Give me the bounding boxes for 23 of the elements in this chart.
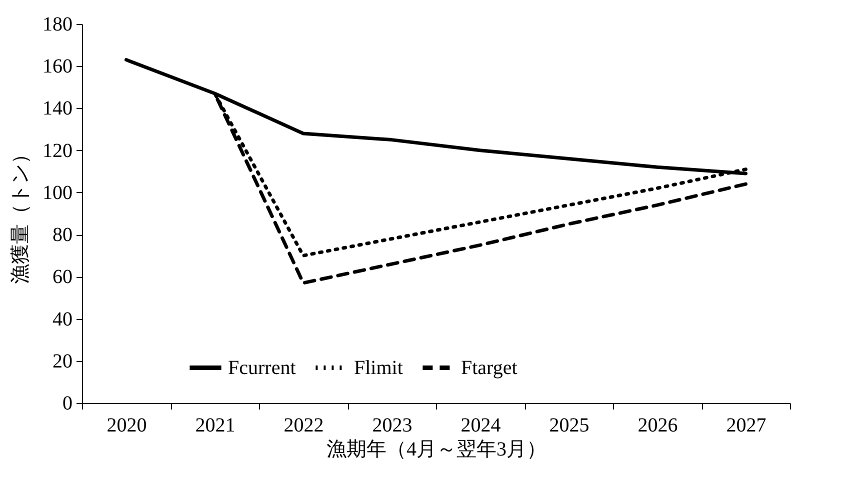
y-axis-title: 漁獲量（トン） bbox=[10, 144, 32, 284]
legend-label: Flimit bbox=[354, 356, 404, 379]
y-tick-label: 100 bbox=[42, 182, 72, 204]
x-tick-label: 2020 bbox=[106, 414, 147, 436]
y-tick-label: 120 bbox=[42, 140, 72, 162]
x-tick-label: 2024 bbox=[460, 414, 501, 436]
x-tick-label: 2023 bbox=[372, 414, 412, 436]
x-tick-label: 2021 bbox=[195, 414, 236, 436]
x-tick-label: 2025 bbox=[549, 414, 590, 436]
y-tick-label: 60 bbox=[52, 266, 72, 288]
legend-label: Fcurrent bbox=[228, 356, 296, 379]
y-tick-label: 160 bbox=[42, 56, 72, 78]
x-axis-title: 漁期年（4月～翌年3月） bbox=[326, 438, 546, 460]
y-tick-label: 140 bbox=[42, 98, 72, 120]
legend-label: Ftarget bbox=[461, 356, 518, 379]
y-tick-label: 180 bbox=[42, 14, 72, 36]
y-tick-label: 20 bbox=[52, 350, 72, 372]
x-tick-label: 2022 bbox=[284, 414, 324, 436]
y-tick-label: 40 bbox=[52, 308, 72, 330]
x-tick-label: 2027 bbox=[726, 414, 766, 436]
x-tick-label: 2026 bbox=[638, 414, 678, 436]
y-tick-label: 80 bbox=[52, 224, 72, 246]
y-tick-label: 0 bbox=[62, 392, 72, 414]
